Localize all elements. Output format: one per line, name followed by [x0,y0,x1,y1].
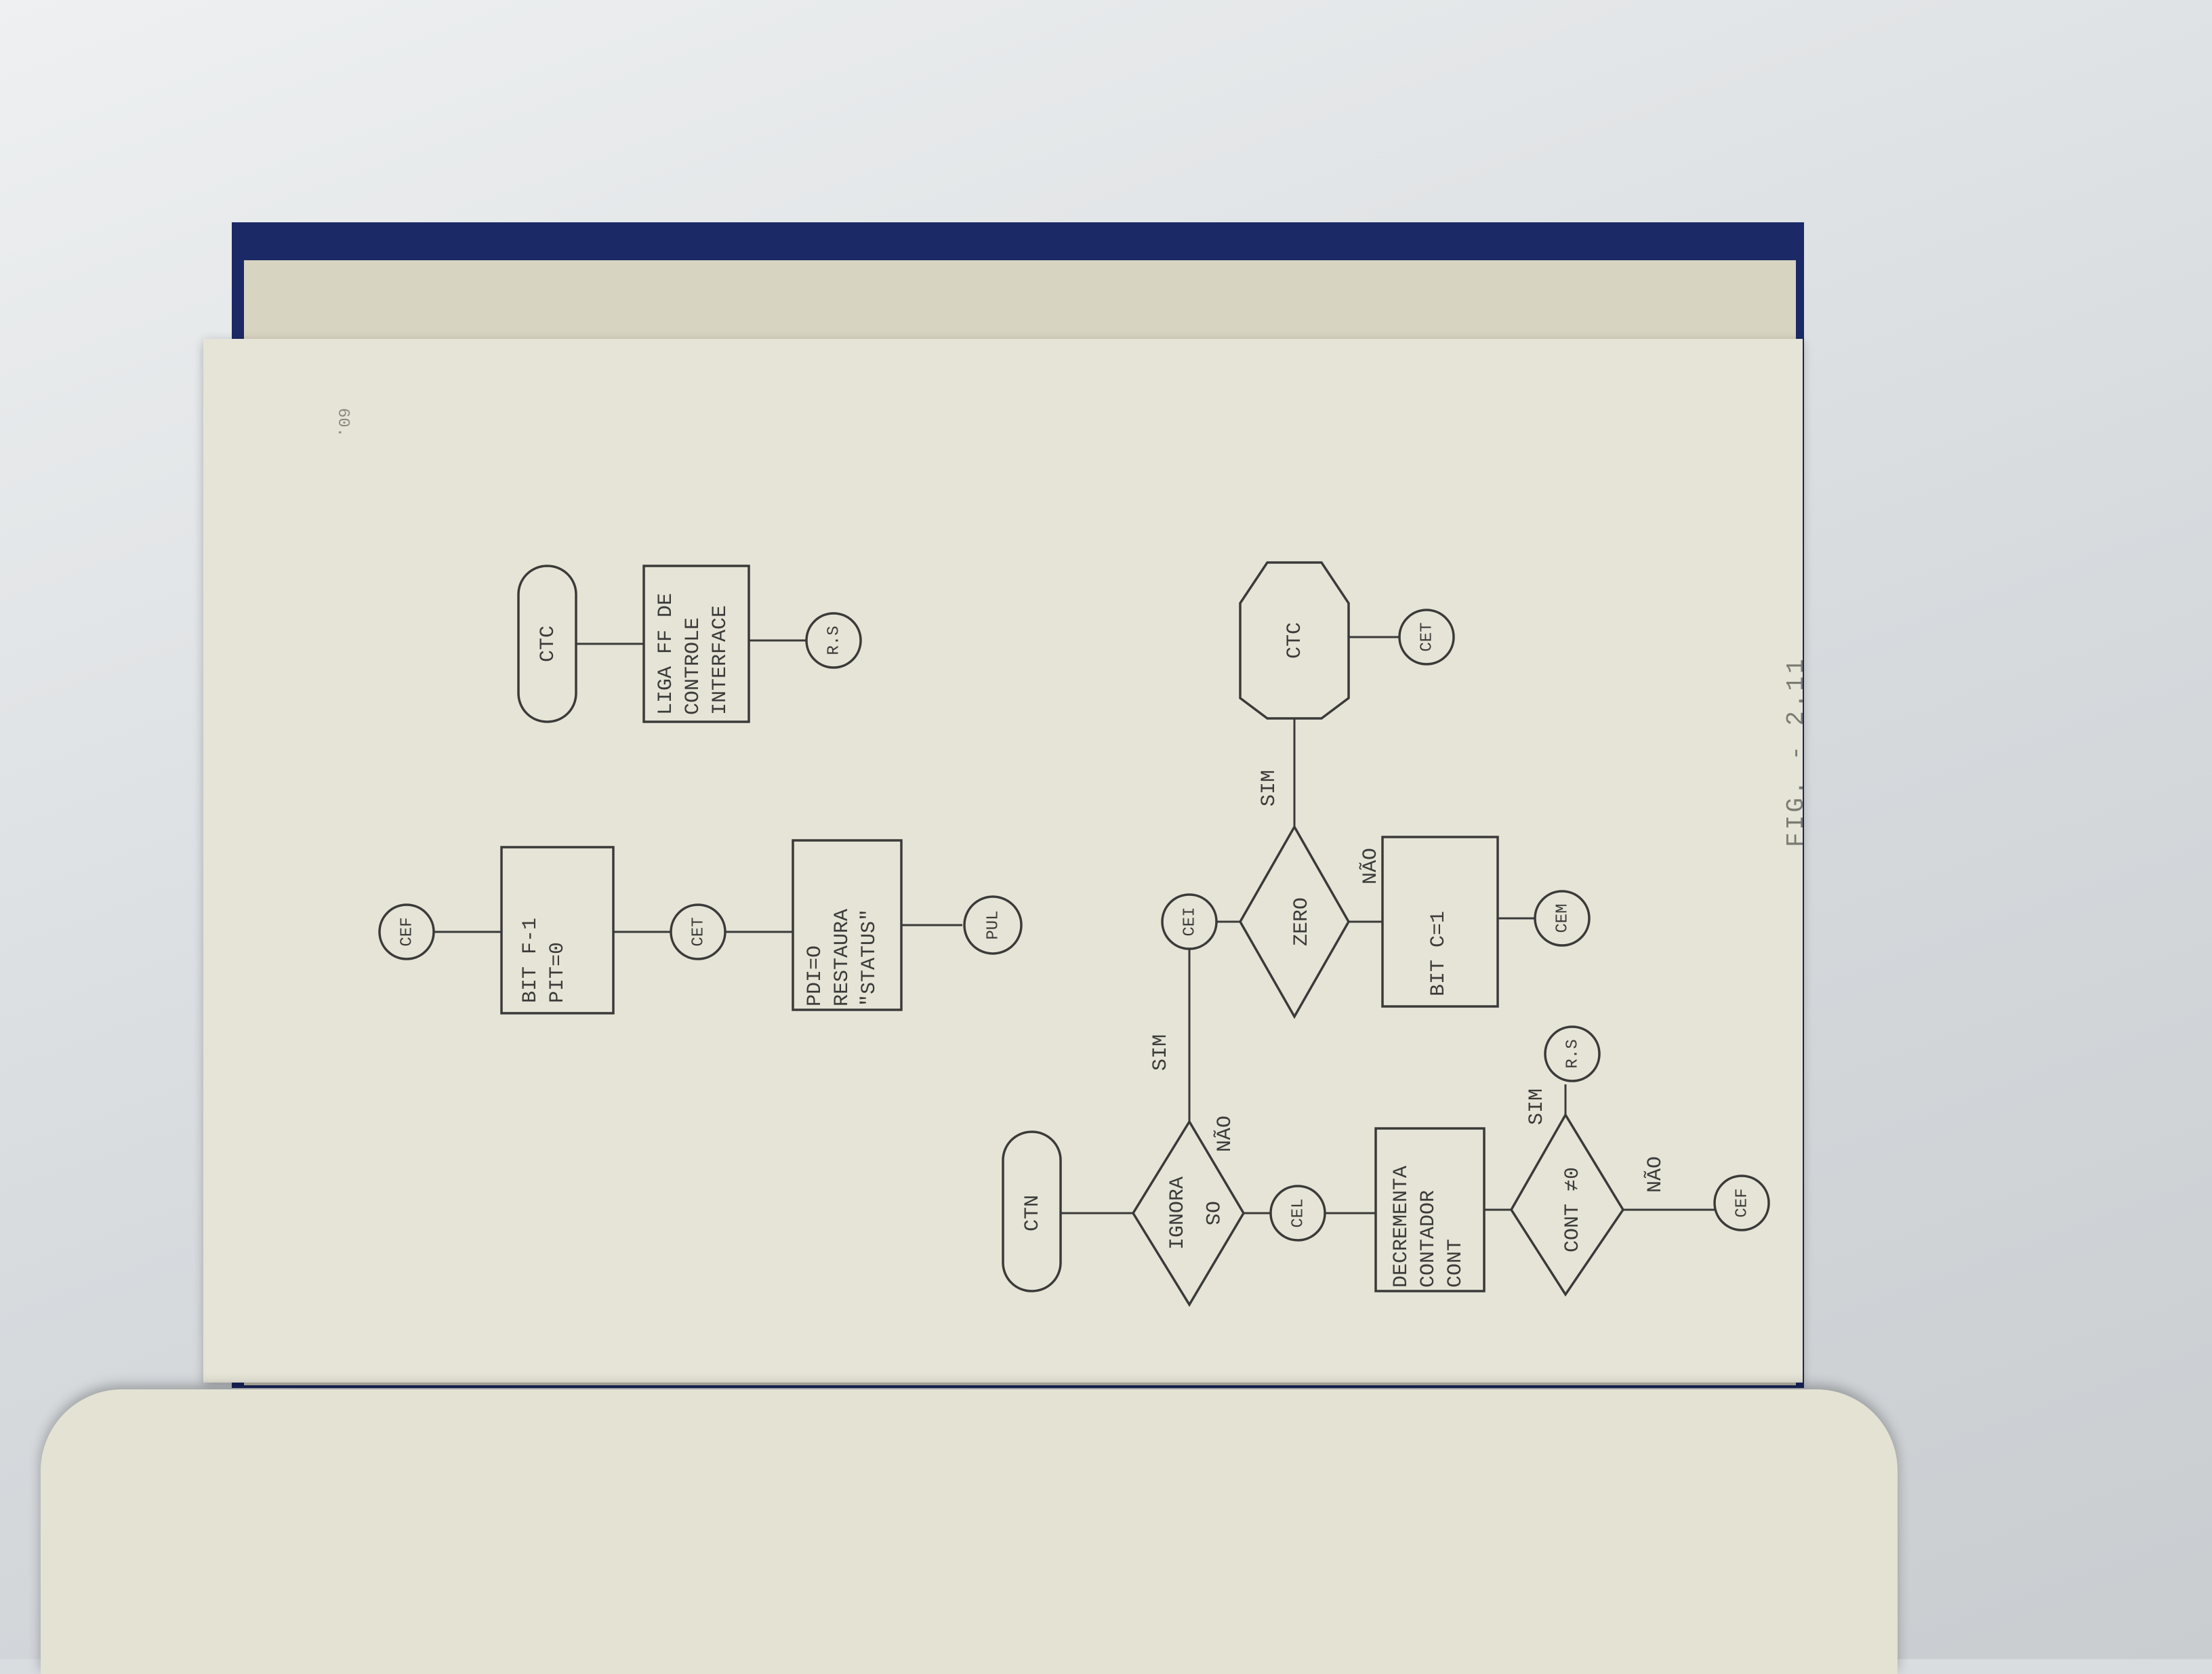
decision-ignora-line1: IGNORA [1166,1177,1189,1250]
decision-cont: CONT ≠0 [1511,1115,1623,1294]
box-bit-f-line1: BIT F-1 [519,918,542,1003]
box-bit-c-label: BIT C=1 [1427,911,1450,996]
label-ignora-sim: SIM [1149,1034,1172,1071]
box-liga-line3: INTERFACE [709,605,732,715]
connector-cel-label: CEL [1289,1198,1307,1227]
label-ignora-nao: NÃO [1213,1116,1237,1152]
connector-rs-top: R.S [806,613,861,668]
connector-rs-bottom: R.S [1545,1027,1599,1081]
box-bit-f: BIT F-1 PIT=0 [501,847,613,1013]
decision-cont-label: CONT ≠0 [1561,1167,1584,1252]
box-liga: LIGA FF DE CONTROLE INTERFACE [644,566,749,722]
decision-zero-label: ZERO [1290,897,1313,946]
box-decrementa-line3: CONT [1444,1239,1467,1288]
connector-cel: CEL [1271,1186,1325,1240]
box-decrementa-line1: DECREMENTA [1390,1166,1413,1288]
hexagon-ctc: CTC [1240,563,1349,718]
label-cont-sim: SIM [1525,1088,1549,1125]
figure-caption: FIG. - 2.11 [1782,656,1810,847]
box-liga-line2: CONTROLE [682,617,705,715]
box-decrementa-line2: CONTADOR [1417,1190,1440,1288]
connector-pul: PUL [964,897,1021,954]
hexagon-ctc-label: CTC [1284,622,1307,659]
box-bit-c: BIT C=1 [1382,837,1498,1006]
connector-cef-top-label: CEF [398,917,416,946]
connector-cet-top-label: CET [689,917,708,946]
connector-rs-top-label: R.S [825,626,843,655]
connector-cei-label: CEI [1181,907,1199,936]
label-cont-nao: NÃO [1643,1156,1667,1193]
box-pdi-line2: RESTAURA [831,909,854,1006]
label-zero-nao: NÃO [1359,848,1382,884]
terminal-ctc-top: CTC [518,566,576,722]
decision-zero: ZERO [1240,827,1349,1017]
connector-cet-bottom: CET [1399,610,1454,664]
connector-pul-label: PUL [984,910,1002,939]
terminal-ctn: CTN [1003,1132,1061,1291]
connector-rs-bottom-label: R.S [1563,1039,1582,1068]
box-pdi-line3: "STATUS" [858,909,881,1006]
box-liga-line1: LIGA FF DE [655,593,678,715]
box-pdi: PDI=O RESTAURA "STATUS" [793,840,901,1010]
connector-cef-bottom: CEF [1715,1176,1769,1230]
connector-cet-bottom-label: CET [1418,622,1436,651]
connector-cef-top: CEF [380,905,434,959]
connector-cei: CEI [1162,895,1216,949]
box-bit-f-line2: PIT=0 [546,942,569,1003]
connector-cet-top: CET [671,905,725,959]
terminal-ctn-label: CTN [1021,1195,1044,1231]
box-decrementa: DECREMENTA CONTADOR CONT [1376,1128,1484,1291]
decision-ignora-line2: OS [1200,1201,1223,1225]
box-pdi-line1: PDI=O [804,945,827,1006]
terminal-ctc-top-label: CTC [537,626,560,662]
connector-cef-bottom-label: CEF [1733,1188,1751,1217]
connector-cem-label: CEM [1553,903,1572,933]
connector-cem: CEM [1535,891,1589,945]
label-zero-sim: SIM [1258,770,1281,807]
